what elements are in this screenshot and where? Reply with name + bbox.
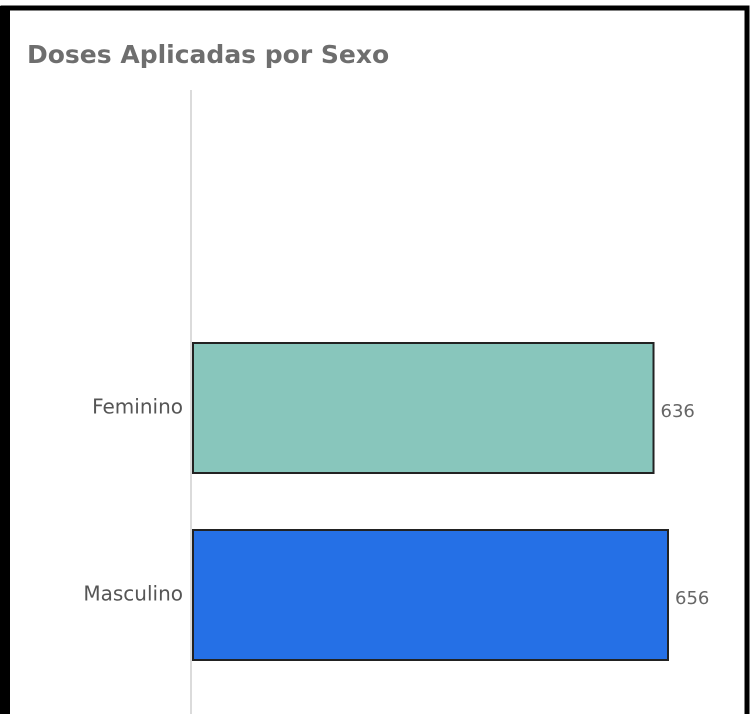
bar: [192, 529, 669, 661]
value-label: 656: [675, 588, 709, 609]
category-label: Feminino: [92, 395, 183, 419]
chart-title: Doses Aplicadas por Sexo: [27, 40, 389, 69]
category-label: Masculino: [83, 582, 183, 606]
value-label: 636: [661, 401, 695, 422]
bar: [192, 342, 655, 474]
frame-left-edge: [0, 6, 10, 714]
